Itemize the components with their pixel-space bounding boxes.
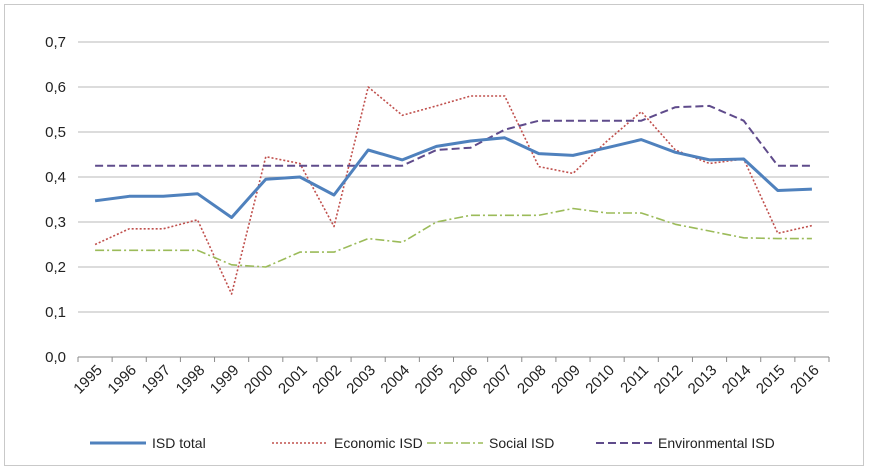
y-tick-label: 0,4 xyxy=(45,169,66,186)
grid-layer xyxy=(78,41,829,358)
x-tick-label: 2014 xyxy=(719,362,755,398)
x-tick-label: 2007 xyxy=(480,362,516,398)
x-tick-label: 2002 xyxy=(309,362,345,398)
y-tick-label: 0,3 xyxy=(45,214,66,231)
x-tick-label: 2006 xyxy=(446,362,482,398)
x-tick-label: 2005 xyxy=(412,362,448,398)
x-tick-label: 2012 xyxy=(651,362,687,398)
x-tick-label: 2008 xyxy=(514,362,550,398)
legend-label: Economic ISD xyxy=(334,435,423,451)
chart-frame xyxy=(4,4,864,466)
x-tick-label: 2009 xyxy=(548,362,584,398)
y-tick-label: 0,0 xyxy=(45,349,66,366)
y-tick-label: 0,5 xyxy=(45,124,66,141)
x-tick-label: 2000 xyxy=(241,362,277,398)
y-tick-label: 0,1 xyxy=(45,304,66,321)
series-layer xyxy=(94,86,813,295)
x-axis-ticks: 1995199619971998199920002001200220032004… xyxy=(70,357,830,398)
x-tick-label: 2016 xyxy=(787,362,823,398)
x-tick-label: 2015 xyxy=(753,362,789,398)
x-tick-label: 1995 xyxy=(70,362,106,398)
x-tick-label: 2011 xyxy=(617,362,652,397)
x-tick-label: 2001 xyxy=(275,362,311,398)
series-line-environmental-isd xyxy=(95,104,812,167)
x-tick-label: 2010 xyxy=(582,362,618,398)
legend-label: Social ISD xyxy=(489,435,554,451)
series-line-social-isd xyxy=(95,207,812,268)
x-tick-label: 2013 xyxy=(685,362,721,398)
legend-label: Environmental ISD xyxy=(658,435,775,451)
x-tick-label: 1997 xyxy=(139,362,175,398)
y-tick-label: 0,6 xyxy=(45,79,66,96)
y-tick-label: 0,2 xyxy=(45,259,66,276)
x-tick-label: 1996 xyxy=(104,362,140,398)
x-tick-label: 1998 xyxy=(173,362,209,398)
series-line-isd-total xyxy=(94,136,812,219)
series-line-economic-isd xyxy=(94,86,813,295)
x-tick-label: 2003 xyxy=(343,362,379,398)
legend-label: ISD total xyxy=(152,435,206,451)
legend: ISD total Economic ISD Social ISD Environme… xyxy=(90,435,775,451)
x-tick-label: 2004 xyxy=(378,362,414,398)
y-tick-label: 0,7 xyxy=(45,34,66,51)
x-tick-label: 1999 xyxy=(207,362,243,398)
y-axis-ticks: 0,0 0,1 0,2 0,3 0,4 0,5 0,6 0,7 xyxy=(45,34,66,366)
